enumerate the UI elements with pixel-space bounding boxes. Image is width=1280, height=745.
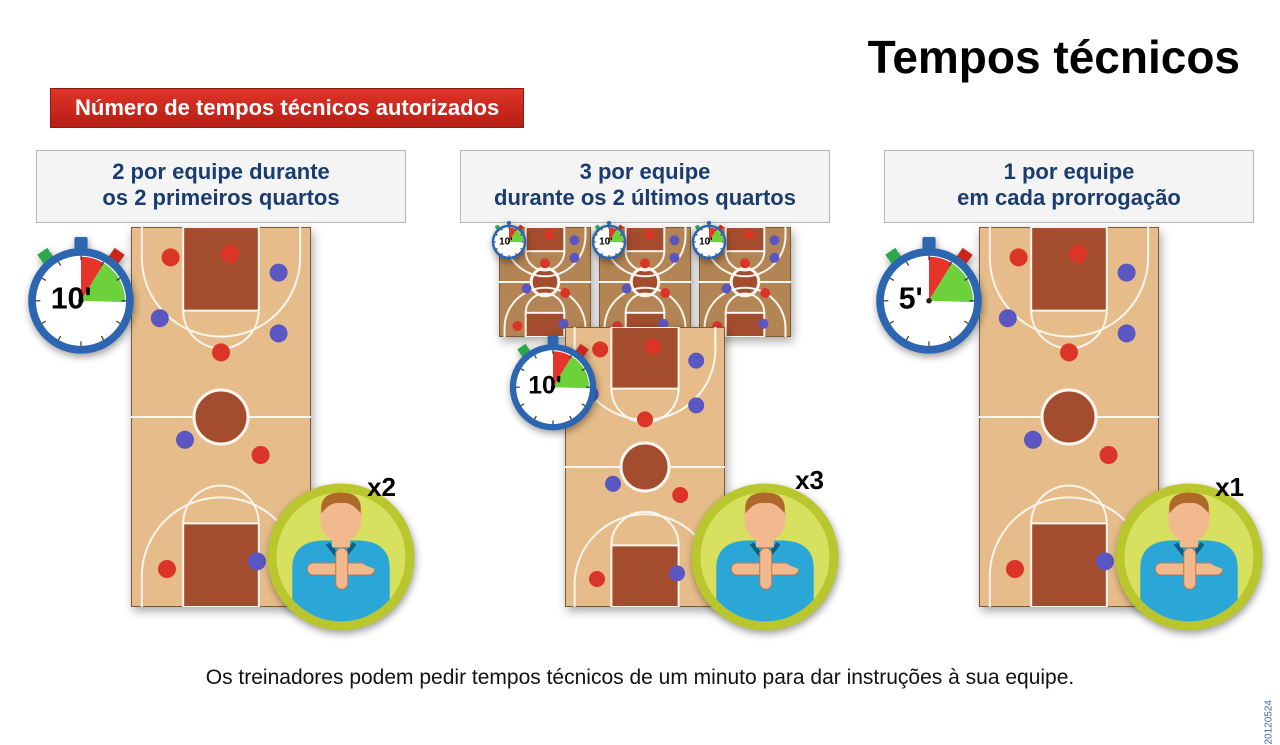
stopwatch-icon: 10': [591, 221, 627, 263]
panel-header: 1 por equipeem cada prorrogação: [884, 150, 1254, 223]
stopwatch-label: 10': [599, 236, 612, 247]
referee-badge: [690, 482, 840, 637]
panel-header: 2 por equipe duranteos 2 primeiros quart…: [36, 150, 406, 223]
court-area: 10' 10': [460, 227, 830, 627]
referee-badge-icon: [690, 482, 840, 632]
stopwatch-label: 10': [528, 372, 561, 399]
multiplier-label: x2: [367, 472, 396, 503]
stopwatch: 5': [874, 237, 984, 372]
stopwatch-label: 10': [699, 236, 712, 247]
referee-badge-icon: [1114, 482, 1264, 632]
stopwatch-icon: 10': [508, 335, 598, 441]
stopwatch-icon: 5': [874, 237, 984, 367]
referee-badge: [266, 482, 416, 637]
multiplier-label: x1: [1215, 472, 1244, 503]
page-title: Tempos técnicos: [868, 30, 1240, 84]
stopwatch-icon: 10': [26, 237, 136, 367]
header-line2: durante os 2 últimos quartos: [494, 185, 796, 210]
stopwatch: 10': [508, 335, 598, 446]
court-area: 10' x2: [36, 227, 406, 627]
multiplier-label: x3: [795, 465, 824, 496]
stopwatch: 10': [26, 237, 136, 372]
mini-courts-row: 10' 10': [499, 227, 791, 342]
header-line1: 1 por equipe: [1004, 159, 1135, 184]
stopwatch-label: 5': [899, 282, 923, 315]
referee-badge-icon: [266, 482, 416, 632]
header-line1: 3 por equipe: [580, 159, 711, 184]
panel-second-half: 3 por equipedurante os 2 últimos quartos: [460, 150, 830, 627]
referee-badge: [1114, 482, 1264, 637]
stopwatch-icon: 10': [491, 221, 527, 263]
stopwatch-icon: 10': [691, 221, 727, 263]
court-area: 5' x1: [884, 227, 1254, 627]
stopwatch-label: 10': [51, 282, 92, 315]
date-code: 20120524: [1263, 700, 1274, 745]
panel-overtime: 1 por equipeem cada prorrogação: [884, 150, 1254, 627]
header-line2: em cada prorrogação: [957, 185, 1181, 210]
panel-first-half: 2 por equipe duranteos 2 primeiros quart…: [36, 150, 406, 627]
panel-header: 3 por equipedurante os 2 últimos quartos: [460, 150, 830, 223]
header-line2: os 2 primeiros quartos: [102, 185, 339, 210]
caption-text: Os treinadores podem pedir tempos técnic…: [0, 666, 1280, 690]
header-line1: 2 por equipe durante: [112, 159, 330, 184]
stopwatch-label: 10': [499, 236, 512, 247]
subtitle-banner: Número de tempos técnicos autorizados: [50, 88, 524, 128]
panels-row: 2 por equipe duranteos 2 primeiros quart…: [36, 150, 1260, 627]
